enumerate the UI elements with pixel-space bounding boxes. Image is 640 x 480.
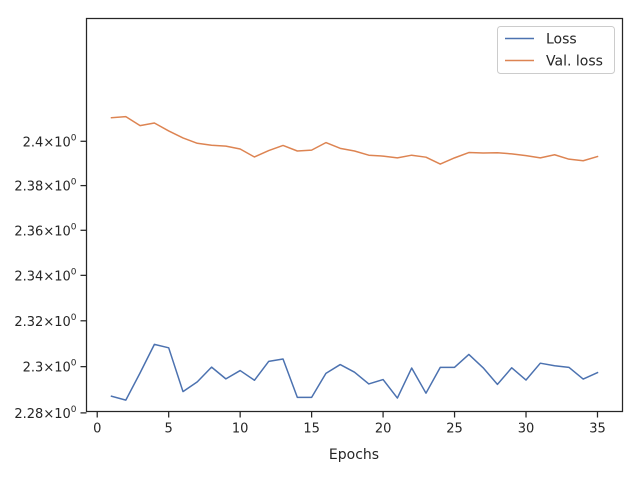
plot-background [86,18,623,412]
legend-label-loss: Loss [546,32,577,48]
x-tick-label: 25 [446,422,463,437]
x-tick-label: 15 [303,422,320,437]
x-tick-label: 35 [589,422,606,437]
y-tick-label: 2.4×100 [23,133,77,150]
x-tick-label: 5 [165,422,173,437]
y-tick-label: 2.38×100 [14,178,76,195]
y-axis-ticks: 2.28×100 2.3×100 2.32×100 2.34×100 2.36×100 2… [14,133,87,422]
x-axis-ticks: 0 5 10 15 20 25 30 35 [93,411,606,437]
y-tick-label: 2.3×100 [23,359,77,376]
plot-frame [85,17,624,413]
y-tick-label: 2.36×100 [14,222,76,239]
legend-label-val-loss: Val. loss [546,54,603,70]
series-group [110,115,599,401]
legend: Loss Val. loss [497,26,615,74]
x-tick-label: 10 [232,422,249,437]
x-tick-label: 20 [375,422,392,437]
series-line-loss [110,343,599,401]
y-tick-label: 2.32×100 [14,313,76,330]
series-line-val-loss [110,115,599,165]
y-tick-label: 2.28×100 [14,405,76,422]
x-axis-label: Epochs [329,447,379,463]
y-tick-label: 2.34×100 [14,267,76,284]
x-tick-label: 30 [518,422,535,437]
x-tick-label: 0 [93,422,101,437]
